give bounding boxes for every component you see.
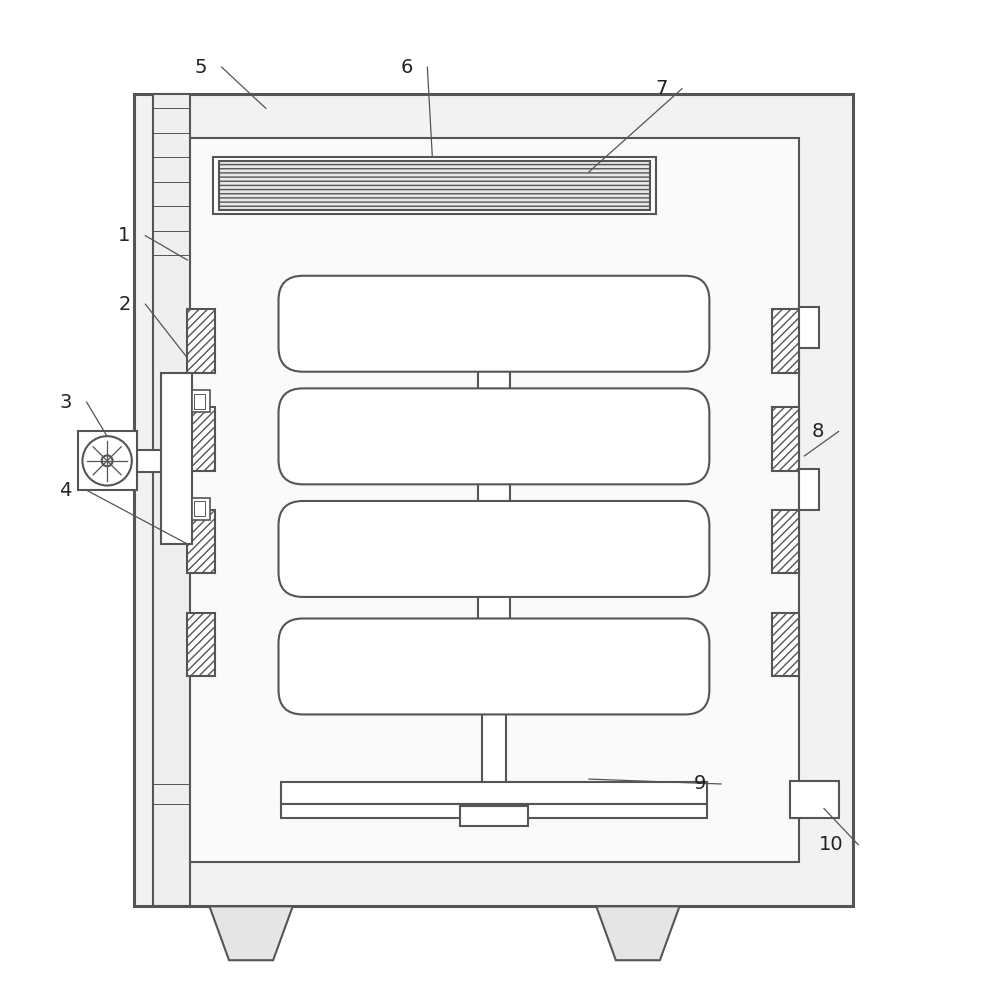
Bar <box>194 501 204 516</box>
Text: 4: 4 <box>60 481 72 500</box>
Bar <box>772 309 799 373</box>
Bar <box>478 572 510 643</box>
Bar <box>192 390 210 412</box>
Bar <box>464 690 523 704</box>
Bar <box>188 613 215 676</box>
Bar <box>188 309 215 373</box>
Bar <box>136 450 190 472</box>
Bar <box>464 460 523 474</box>
Bar <box>188 510 215 573</box>
Text: 5: 5 <box>194 58 207 77</box>
Bar <box>460 806 528 826</box>
Bar <box>464 399 523 413</box>
Text: 3: 3 <box>60 393 72 412</box>
Bar <box>464 785 523 799</box>
Text: 7: 7 <box>655 79 667 98</box>
Bar <box>478 347 510 413</box>
FancyBboxPatch shape <box>279 388 709 484</box>
FancyBboxPatch shape <box>279 501 709 597</box>
Bar <box>188 138 799 862</box>
Bar <box>464 512 523 525</box>
Bar <box>134 94 853 906</box>
Bar <box>464 572 523 586</box>
Bar <box>482 690 506 799</box>
Text: 9: 9 <box>694 774 706 793</box>
Bar <box>78 431 136 490</box>
Text: 1: 1 <box>118 226 131 245</box>
Bar <box>799 307 819 348</box>
Bar <box>213 157 656 214</box>
Bar <box>772 613 799 676</box>
Bar <box>281 804 707 818</box>
Bar <box>161 373 192 544</box>
Bar <box>153 94 191 906</box>
Bar <box>464 347 523 361</box>
FancyBboxPatch shape <box>279 276 709 372</box>
Text: 2: 2 <box>118 295 131 314</box>
Bar <box>281 782 707 804</box>
Bar <box>790 781 839 818</box>
Polygon shape <box>596 906 680 960</box>
Bar <box>772 407 799 471</box>
Bar <box>194 394 204 409</box>
Bar <box>478 460 510 525</box>
FancyBboxPatch shape <box>279 618 709 714</box>
Bar <box>799 469 819 510</box>
Bar <box>464 629 523 643</box>
Bar <box>192 498 210 520</box>
Bar <box>188 407 215 471</box>
Bar <box>772 510 799 573</box>
Text: 10: 10 <box>819 835 844 854</box>
Text: 6: 6 <box>401 58 412 77</box>
Polygon shape <box>209 906 293 960</box>
Text: 8: 8 <box>811 422 824 441</box>
Bar <box>219 161 650 210</box>
